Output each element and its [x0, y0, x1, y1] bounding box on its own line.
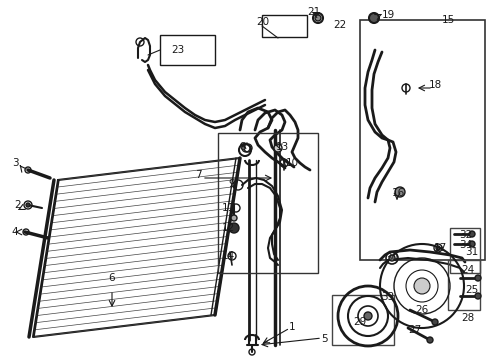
Text: 13: 13 [275, 142, 288, 152]
Bar [447, 260, 479, 310]
Text: 24: 24 [461, 265, 474, 275]
Text: 6: 6 [108, 273, 115, 283]
Text: 15: 15 [441, 15, 454, 25]
Circle shape [230, 215, 237, 221]
Text: 23: 23 [171, 45, 184, 55]
Circle shape [474, 293, 480, 299]
Circle shape [388, 255, 394, 261]
Text: 34: 34 [458, 240, 472, 250]
Circle shape [435, 246, 439, 250]
Circle shape [468, 241, 474, 247]
Text: 29: 29 [353, 317, 366, 327]
Circle shape [431, 319, 437, 325]
Text: 8: 8 [239, 142, 246, 152]
Text: 33: 33 [381, 292, 394, 302]
Circle shape [228, 223, 239, 233]
Text: 22: 22 [333, 20, 346, 30]
Text: 5: 5 [321, 334, 327, 344]
Bar [160, 35, 215, 65]
Text: 11: 11 [221, 203, 234, 213]
Text: 16: 16 [390, 188, 404, 198]
Text: 20: 20 [256, 17, 269, 27]
Text: 10: 10 [285, 158, 298, 168]
Text: 3: 3 [12, 158, 18, 168]
Text: 25: 25 [465, 285, 478, 295]
Text: 14: 14 [221, 251, 234, 261]
Text: 12: 12 [221, 223, 234, 233]
Circle shape [273, 144, 282, 152]
Bar [262, 15, 306, 37]
Text: 26: 26 [414, 305, 428, 315]
Text: 18: 18 [427, 80, 441, 90]
Circle shape [413, 278, 429, 294]
Circle shape [363, 312, 371, 320]
Circle shape [426, 337, 432, 343]
Text: 31: 31 [465, 247, 478, 257]
Text: 32: 32 [458, 230, 472, 240]
Circle shape [26, 203, 30, 207]
Bar [218, 133, 317, 273]
Text: 28: 28 [461, 313, 474, 323]
Text: 7: 7 [194, 170, 201, 180]
Text: 19: 19 [381, 10, 394, 20]
Text: 4: 4 [12, 227, 18, 237]
Text: 27: 27 [407, 325, 421, 335]
Text: 21: 21 [307, 7, 320, 17]
Circle shape [368, 13, 378, 23]
Text: 17: 17 [432, 243, 446, 253]
Bar [331, 295, 393, 345]
Circle shape [474, 275, 480, 281]
Text: 1: 1 [288, 322, 295, 332]
Circle shape [394, 187, 404, 197]
Text: 9: 9 [228, 179, 235, 189]
Text: 30: 30 [385, 253, 398, 263]
Text: 2: 2 [15, 200, 21, 210]
Circle shape [468, 231, 474, 237]
Circle shape [314, 15, 320, 21]
Bar [449, 228, 479, 273]
Bar [359, 20, 484, 260]
